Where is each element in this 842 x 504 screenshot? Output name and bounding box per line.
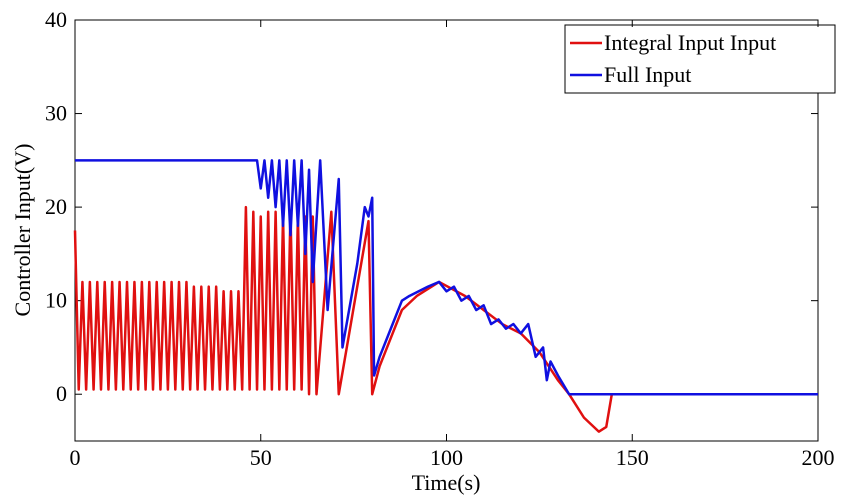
y-tick-label: 20 bbox=[45, 194, 67, 219]
y-tick-label: 0 bbox=[56, 381, 67, 406]
legend-label: Full Input bbox=[604, 62, 691, 87]
y-tick-label: 30 bbox=[45, 101, 67, 126]
x-tick-label: 50 bbox=[250, 445, 272, 470]
x-tick-label: 0 bbox=[70, 445, 81, 470]
legend-label: Integral Input Input bbox=[604, 30, 776, 55]
data-line bbox=[75, 159, 818, 396]
x-tick-label: 150 bbox=[616, 445, 649, 470]
data-line bbox=[73, 205, 614, 433]
x-tick-label: 100 bbox=[430, 445, 463, 470]
y-axis-label: Controller Input(V) bbox=[10, 144, 35, 317]
legend-box bbox=[564, 24, 836, 94]
y-tick-label: 40 bbox=[45, 7, 67, 32]
y-tick-label: 10 bbox=[45, 288, 67, 313]
x-tick-label: 200 bbox=[802, 445, 835, 470]
x-axis-label: Time(s) bbox=[412, 470, 481, 495]
